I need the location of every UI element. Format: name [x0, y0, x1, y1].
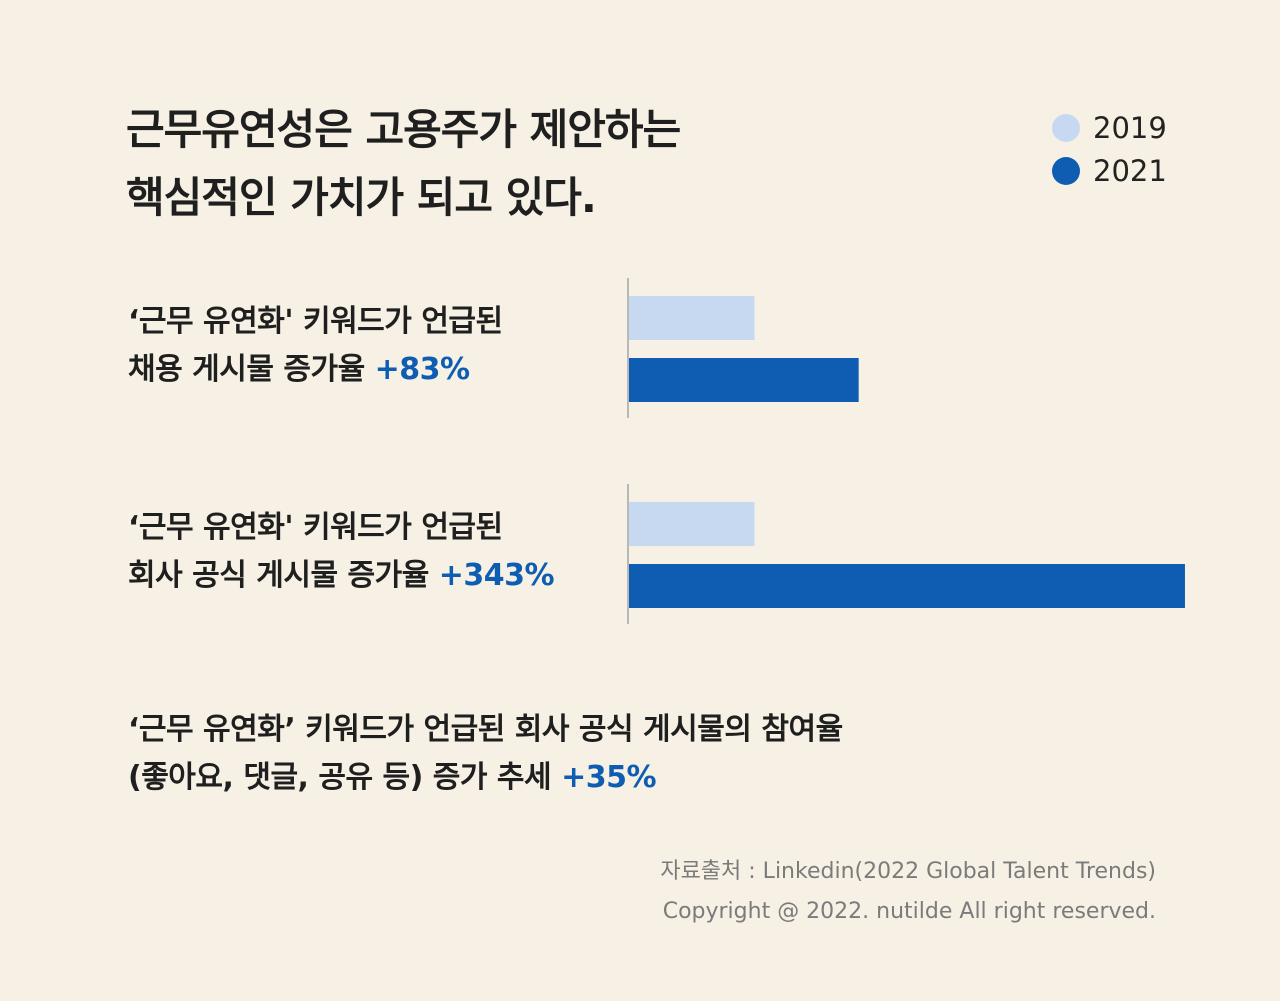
legend-item-2021: 2021 — [1052, 149, 1167, 192]
engagement-note-text: (좋아요, 댓글, 공유 등) 증가 추세 — [128, 760, 562, 795]
engagement-note: ‘근무 유연화’ 키워드가 언급된 회사 공식 게시물의 참여율 (좋아요, 댓… — [128, 706, 843, 802]
bar-2019-group-1 — [629, 296, 755, 340]
legend-swatch-2021 — [1052, 156, 1080, 185]
title-line-1: 근무유연성은 고용주가 제안하는 — [126, 105, 681, 154]
engagement-note-line-2: (좋아요, 댓글, 공유 등) 증가 추세 +35% — [128, 754, 843, 802]
group-1-label-line-1: ‘근무 유연화' 키워드가 언급된 — [128, 304, 503, 339]
group-2-label-line-1: ‘근무 유연화' 키워드가 언급된 — [128, 510, 503, 545]
group-2-label-text: 회사 공식 게시물 증가율 — [128, 558, 439, 593]
chart-title: 근무유연성은 고용주가 제안하는 핵심적인 가치가 되고 있다. — [126, 96, 886, 232]
group-1-label-line-2: 채용 게시물 증가율 +83% — [128, 346, 503, 394]
source-note: 자료출처 : Linkedin(2022 Global Talent Trend… — [660, 852, 1156, 932]
bar-2021-group-2 — [629, 564, 1185, 608]
bar-2021-group-1 — [629, 358, 859, 402]
bar-2019-group-2 — [629, 502, 755, 546]
copyright-line: Copyright @ 2022. nutilde All right rese… — [662, 899, 1156, 924]
legend: 2019 2021 — [1052, 106, 1167, 192]
source-line: 자료출처 : Linkedin(2022 Global Talent Trend… — [660, 859, 1156, 884]
engagement-note-line-1: ‘근무 유연화’ 키워드가 언급된 회사 공식 게시물의 참여율 — [128, 712, 843, 747]
group-2-label: ‘근무 유연화' 키워드가 언급된 회사 공식 게시물 증가율 +343% — [128, 504, 555, 600]
group-1-percent: +83% — [374, 352, 470, 387]
group-1-label: ‘근무 유연화' 키워드가 언급된 채용 게시물 증가율 +83% — [128, 298, 503, 394]
legend-swatch-2019 — [1052, 113, 1080, 142]
legend-label-2021: 2021 — [1093, 153, 1167, 188]
group-2-label-line-2: 회사 공식 게시물 증가율 +343% — [128, 552, 555, 600]
title-line-2: 핵심적인 가치가 되고 있다. — [126, 173, 597, 222]
legend-label-2019: 2019 — [1093, 110, 1167, 145]
legend-item-2019: 2019 — [1052, 106, 1167, 149]
engagement-percent: +35% — [561, 760, 657, 795]
group-2-percent: +343% — [438, 558, 555, 593]
group-1-label-text: 채용 게시물 증가율 — [128, 352, 375, 387]
